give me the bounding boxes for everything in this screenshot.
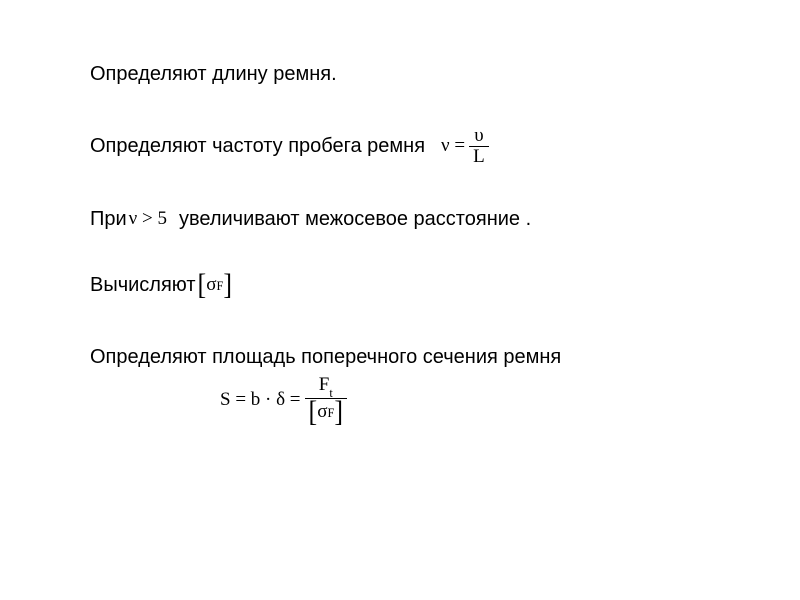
formula-nu: ν = υ L — [441, 126, 493, 167]
bracket-sigma: [ σF ] — [198, 272, 232, 299]
cond-math: ν > 5 — [129, 206, 167, 233]
eq-lhs: S = b · δ = — [220, 389, 301, 411]
text: Определяют площадь поперечного сечения р… — [90, 346, 561, 368]
bracket-left: [ — [309, 397, 318, 427]
sigma-sub: F — [216, 278, 223, 295]
bracket-right: ] — [334, 397, 343, 427]
den-sub: F — [327, 407, 334, 420]
fraction: Ft [ σF ] — [305, 375, 347, 425]
fraction: υ L — [469, 126, 489, 167]
document-body: Определяют длину ремня. Определяют часто… — [90, 60, 710, 425]
eq-lhs: ν = — [441, 133, 465, 160]
para-freq: Определяют частоту пробега ремня ν = υ L — [90, 126, 710, 167]
para-area: Определяют площадь поперечного сечения р… — [90, 343, 710, 371]
denominator: [ σF ] — [305, 399, 347, 425]
numerator: υ — [470, 126, 487, 146]
text-pre: При — [90, 205, 127, 233]
num-sym: F — [319, 374, 330, 395]
num-sub: t — [329, 386, 332, 400]
bracket-right: ] — [223, 270, 232, 300]
bracket-left: [ — [198, 270, 207, 300]
text: Определяют длину ремня. — [90, 63, 337, 85]
text-post: увеличивают межосевое расстояние . — [179, 205, 531, 233]
denominator: L — [469, 147, 489, 167]
sigma-sym: σ — [206, 272, 216, 299]
para-belt-length: Определяют длину ремня. — [90, 60, 710, 88]
para-compute-sigma: Вычисляют [ σF ] — [90, 271, 710, 299]
formula-area: S = b · δ = Ft [ σF ] — [220, 375, 351, 425]
text: Вычисляют — [90, 271, 196, 299]
den-sym: σ — [317, 402, 327, 422]
text: Определяют частоту пробега ремня — [90, 132, 425, 160]
para-condition: Приν > 5 увеличивают межосевое расстояни… — [90, 205, 710, 233]
